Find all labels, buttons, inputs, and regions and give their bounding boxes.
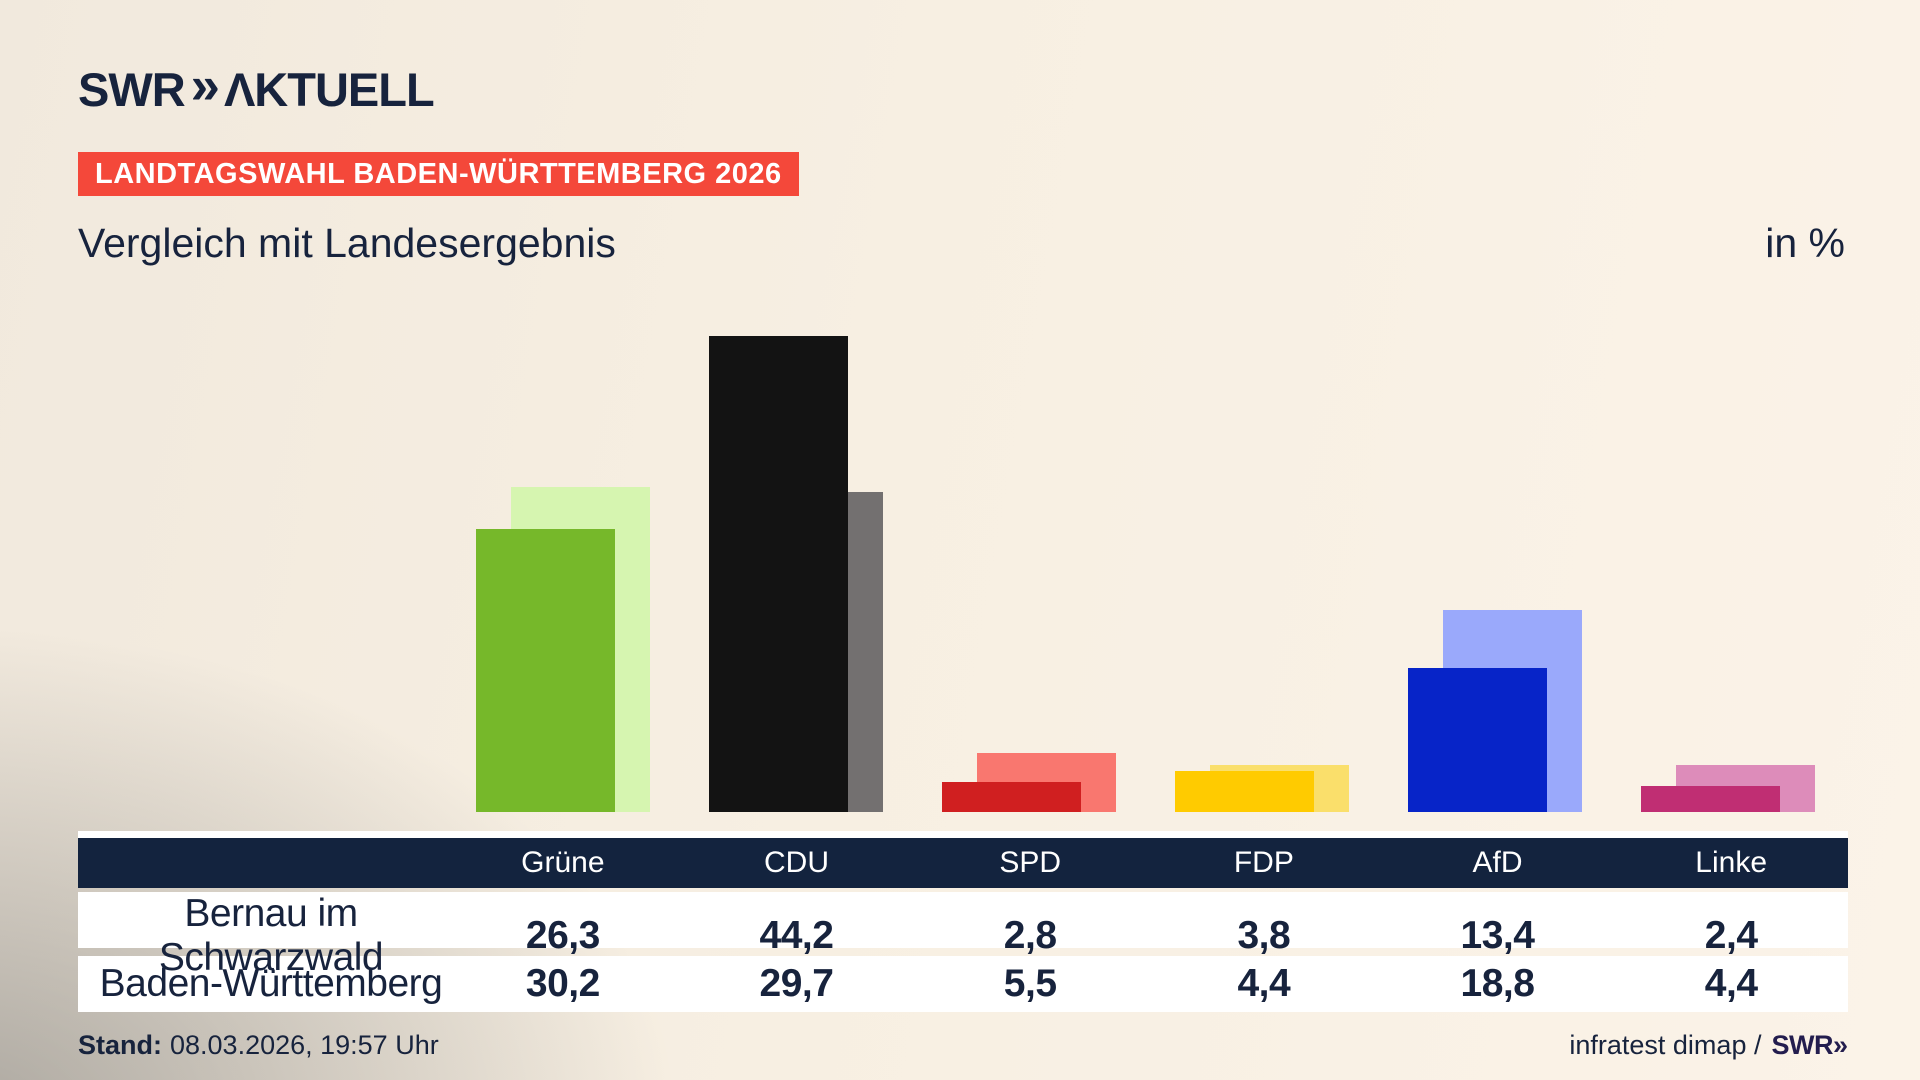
value-bw-fdp: 4,4 [1237,962,1291,1005]
bar-local-fdp [1175,771,1314,812]
value-bw-linke: 4,4 [1704,962,1758,1005]
row-label-bw: Baden-Württemberg [99,962,443,1005]
column-header-afd: AfD [1472,846,1523,879]
column-header-fdp: FDP [1233,846,1294,879]
source-swr-text: SWR [1771,1030,1833,1060]
bar-local-grüne [476,529,615,812]
logo-swr-text: SWR [78,63,186,116]
column-header-spd: SPD [999,846,1061,879]
bar-local-linke [1641,786,1780,812]
table-row-bw: Baden-Württemberg 30,2 29,7 5,5 4,4 18,8… [78,956,1848,1012]
source-text: infratest dimap / [1569,1030,1762,1060]
bar-local-spd [942,782,1081,812]
value-bw-afd: 18,8 [1460,962,1535,1005]
bar-local-cdu [709,336,848,812]
value-bw-gruene: 30,2 [525,962,600,1005]
value-bw-cdu: 29,7 [759,962,834,1005]
table-header-row: Grüne CDU SPD FDP AfD Linke [78,838,1848,888]
table-top-strip [78,831,1848,838]
value-bernau-spd: 2,8 [1003,914,1057,957]
logo-chevron-icon: » [190,56,220,116]
column-header-linke: Linke [1695,846,1768,879]
value-bernau-afd: 13,4 [1460,914,1535,957]
source-chevron-icon: » [1832,1030,1848,1060]
source-swr-logo: SWR» [1771,1030,1848,1061]
value-bernau-cdu: 44,2 [759,914,834,957]
column-header-gruene: Grüne [521,846,605,879]
stand-timestamp: Stand: 08.03.2026, 19:57 Uhr [78,1030,439,1061]
chart-title: Vergleich mit Landesergebnis [78,220,616,266]
value-bw-spd: 5,5 [1003,962,1057,1005]
table-row-bernau: Bernau im Schwarzwald 26,3 44,2 2,8 3,8 … [78,892,1848,979]
election-badge: LANDTAGSWAHL BADEN-WÜRTTEMBERG 2026 [78,152,799,196]
value-bernau-fdp: 3,8 [1237,914,1291,957]
stand-label: Stand: [78,1030,162,1060]
value-bernau-linke: 2,4 [1704,914,1758,957]
column-header-cdu: CDU [763,846,829,879]
swr-aktuell-logo: SWR» ΛKTUELL [78,56,435,117]
results-table: Grüne CDU SPD FDP AfD Linke Bernau im Sc… [78,831,1848,1012]
row-label-bernau: Bernau im Schwarzwald [158,892,384,979]
logo-aktuell-text: ΛKTUELL [223,63,435,116]
stand-value: 08.03.2026, 19:57 Uhr [170,1030,439,1060]
bar-local-afd [1408,668,1547,812]
source-credit: infratest dimap / SWR» [1569,1030,1848,1061]
value-bernau-gruene: 26,3 [525,914,600,957]
unit-label: in % [1765,220,1845,266]
